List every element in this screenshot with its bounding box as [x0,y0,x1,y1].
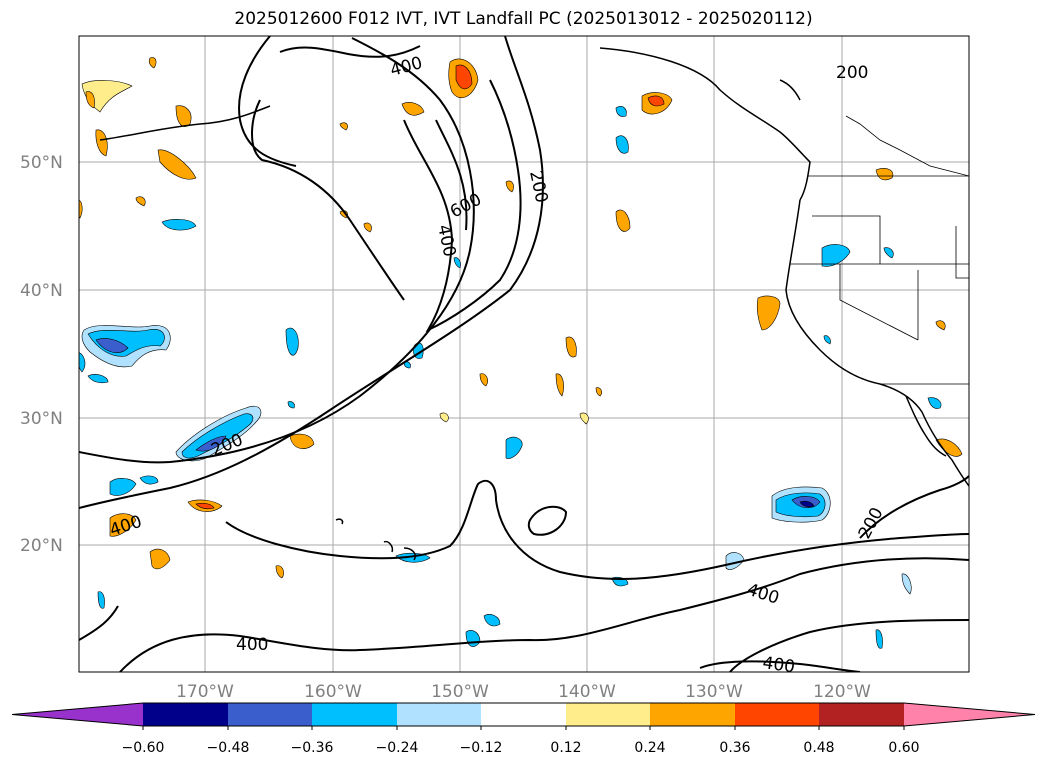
lat-label: 20°N [20,536,63,556]
lon-label: 140°W [558,682,616,702]
contour-label: 400 [433,223,459,259]
colorbar-tick-label: −0.12 [460,740,503,756]
map-area [79,36,969,672]
colorbar-tick-label: 0.48 [803,740,834,756]
contour-label: 200 [836,63,868,83]
colorbar-segment [397,703,481,726]
colorbar-tick-label: 0.24 [634,740,665,756]
contour-label: 400 [388,53,425,81]
map-title: 2025012600 F012 IVT, IVT Landfall PC (20… [234,9,813,29]
colorbar-segment [143,703,228,726]
negative-pc-patches [79,106,942,649]
lat-label: 50°N [20,153,63,173]
coastlines [99,47,969,561]
contour-label: 200 [855,504,888,542]
colorbar-tick-label: 0.60 [888,740,919,756]
graticule [79,36,969,672]
colorbar-tick-label: −0.36 [291,740,334,756]
colorbar-tick-label: −0.60 [122,740,165,756]
colorbar-tick-labels: −0.60 −0.48 −0.36 −0.24 −0.12 0.12 0.24 … [122,740,920,756]
lon-label: 120°W [813,682,871,702]
contour-label: 400 [236,635,268,655]
colorbar-segment [312,703,397,726]
colorbar-segment [904,703,1035,726]
contour-label: 400 [744,580,781,609]
contour-label: 200 [525,169,551,205]
lon-label: 130°W [685,682,743,702]
colorbar-tick-label: 0.36 [719,740,750,756]
contour-label: 400 [761,653,796,677]
lon-label: 150°W [431,682,489,702]
colorbar-segment [819,703,904,726]
colorbar [11,702,1036,730]
colorbar-tick-label: 0.12 [550,740,581,756]
colorbar-segment [481,703,566,726]
map-frame [78,35,970,673]
lon-label: 170°W [176,682,234,702]
colorbar-segment [228,703,312,726]
colorbar-tick-label: −0.48 [207,740,250,756]
colorbar-segment [735,703,819,726]
lon-label: 160°W [304,682,362,702]
positive-pc-patches [79,57,963,579]
colorbar-tick-label: −0.24 [376,740,419,756]
colorbar-segment [650,703,735,726]
latitude-labels: 50°N 40°N 30°N 20°N [20,153,63,556]
borders [790,115,969,385]
lat-label: 40°N [20,281,63,301]
colorbar-segment [12,703,143,726]
ivt-contours [79,36,969,672]
lat-label: 30°N [20,409,63,429]
longitude-labels: 170°W 160°W 150°W 140°W 130°W 120°W [176,682,871,702]
colorbar-segment [566,703,650,726]
